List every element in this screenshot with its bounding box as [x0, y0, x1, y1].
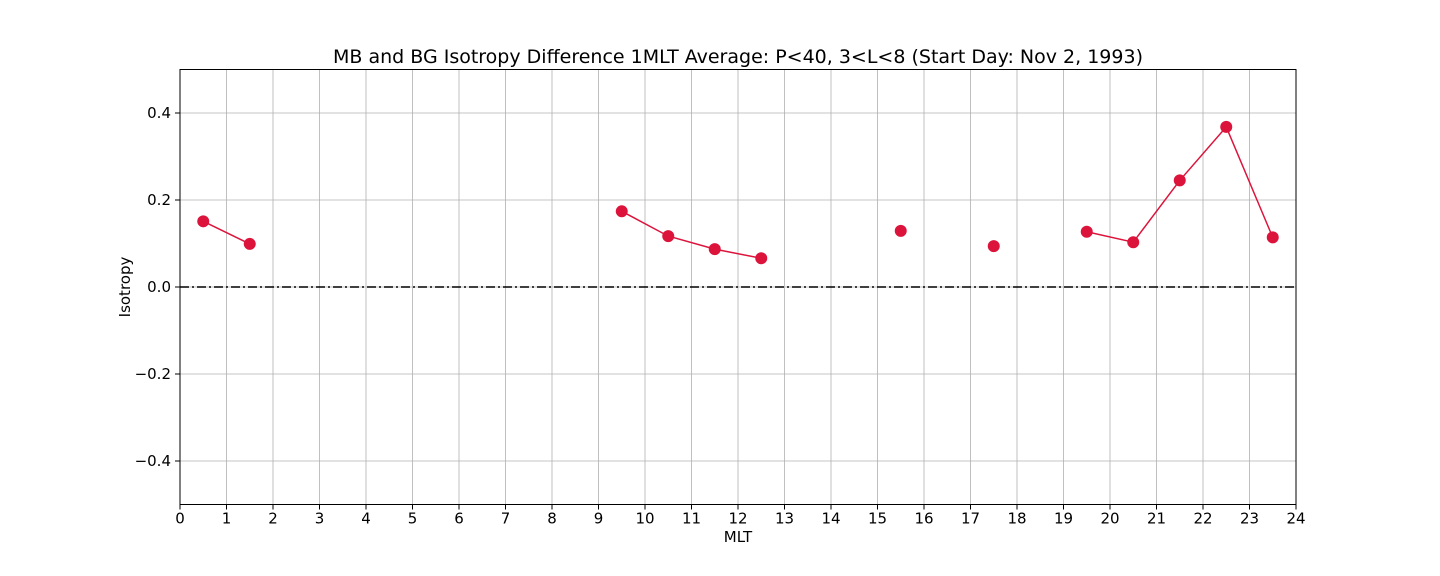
data-point [662, 230, 675, 243]
chart-title: MB and BG Isotropy Difference 1MLT Avera… [333, 46, 1143, 68]
x-tick-label: 14 [821, 510, 840, 528]
data-point [1173, 174, 1186, 187]
y-axis-label: Isotropy [116, 257, 134, 318]
x-tick-label: 1 [222, 510, 232, 528]
x-tick-label: 8 [547, 510, 557, 528]
data-point [1220, 120, 1233, 133]
x-tick-label: 19 [1054, 510, 1073, 528]
data-point [1080, 225, 1093, 238]
x-tick-label: 18 [1007, 510, 1026, 528]
x-tick-label: 5 [408, 510, 418, 528]
x-axis-ticks: 0 1 2 3 4 5 6 7 8 9 10 11 12 13 14 15 16 17 18 19 20 21 22 23 24 [175, 504, 1306, 528]
data-point [894, 224, 907, 237]
data-point [615, 205, 628, 218]
series-line-segment [621, 210, 762, 260]
x-tick-label: 15 [868, 510, 887, 528]
x-tick-label: 22 [1193, 510, 1212, 528]
x-tick-label: 11 [682, 510, 701, 528]
x-tick-label: 10 [635, 510, 654, 528]
series-line-segment [202, 220, 251, 245]
x-tick-label: 21 [1147, 510, 1166, 528]
x-tick-label: 23 [1240, 510, 1259, 528]
x-tick-label: 24 [1286, 510, 1305, 528]
x-tick-label: 4 [361, 510, 371, 528]
y-tick-label: 0.2 [147, 191, 171, 209]
y-tick-label: 0.0 [147, 278, 171, 296]
x-tick-label: 13 [775, 510, 794, 528]
data-point [708, 243, 721, 256]
x-axis-label: MLT [724, 528, 753, 546]
x-tick-label: 20 [1100, 510, 1119, 528]
data-point [197, 215, 210, 228]
data-point [1127, 236, 1140, 249]
y-tick-label: −0.2 [135, 365, 171, 383]
x-tick-label: 12 [728, 510, 747, 528]
x-tick-label: 6 [454, 510, 464, 528]
data-point [755, 252, 768, 265]
y-axis-ticks: −0.4 −0.2 0.0 0.2 0.4 [135, 104, 180, 470]
x-tick-label: 3 [315, 510, 325, 528]
x-tick-label: 2 [268, 510, 278, 528]
x-tick-label: 7 [501, 510, 511, 528]
data-point [987, 240, 1000, 253]
y-tick-label: −0.4 [135, 452, 171, 470]
series-markers [197, 120, 1279, 265]
data-point [1266, 231, 1279, 244]
y-tick-label: 0.4 [147, 104, 171, 122]
x-tick-label: 9 [594, 510, 604, 528]
x-tick-label: 0 [175, 510, 185, 528]
x-tick-label: 16 [914, 510, 933, 528]
x-tick-label: 17 [961, 510, 980, 528]
data-point [243, 237, 256, 250]
